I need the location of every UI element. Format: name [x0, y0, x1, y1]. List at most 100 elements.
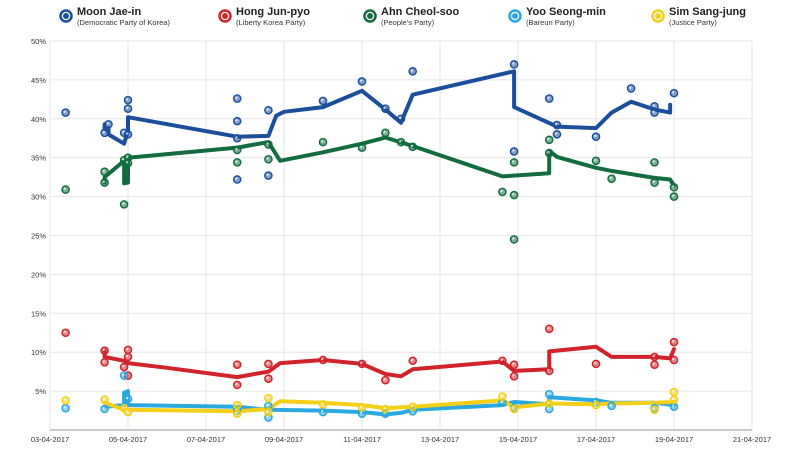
legend-party: (Democratic Party of Korea): [77, 18, 170, 27]
data-point-highlight: [594, 134, 597, 138]
series-line: [102, 344, 676, 380]
data-point-highlight: [266, 142, 269, 145]
data-point-highlight: [512, 374, 515, 377]
data-point-highlight: [652, 354, 655, 358]
y-tick-label: 25%: [31, 232, 46, 241]
data-point-highlight: [321, 140, 324, 143]
data-point-highlight: [512, 362, 515, 366]
data-point-highlight: [266, 108, 269, 111]
data-point-highlight: [500, 394, 503, 397]
data-point-highlight: [126, 354, 129, 358]
data-point-highlight: [235, 96, 238, 99]
legend-party: (Liberty Korea Party): [236, 18, 306, 27]
data-point-highlight: [410, 69, 414, 72]
legend-party: (Justice Party): [669, 18, 717, 27]
data-point-highlight: [360, 411, 363, 415]
grid: [49, 40, 753, 430]
data-point-highlight: [547, 326, 550, 330]
data-point-highlight: [512, 160, 515, 163]
data-point-highlight: [652, 160, 655, 163]
x-tick-label: 05-04-2017: [109, 435, 147, 444]
data-point-highlight: [126, 98, 129, 101]
data-point-highlight: [266, 410, 269, 413]
data-point-highlight: [672, 389, 675, 393]
data-point-highlight: [512, 237, 515, 240]
x-tick-label: 07-04-2017: [187, 435, 225, 444]
data-point-highlight: [235, 382, 238, 386]
y-tick-label: 20%: [31, 270, 46, 279]
data-point-highlight: [652, 104, 655, 107]
data-point-highlight: [410, 404, 414, 408]
series-line: [102, 389, 676, 417]
data-point-highlight: [547, 151, 550, 154]
data-point-highlight: [609, 176, 612, 180]
legend-item: Ahn Cheol-soo(People's Party): [363, 6, 459, 27]
legend-name: Yoo Seong-min: [526, 6, 606, 18]
x-tick-label: 19-04-2017: [655, 435, 693, 444]
data-point-highlight: [126, 155, 129, 159]
data-point-highlight: [102, 406, 106, 410]
data-point-highlight: [126, 396, 129, 400]
data-point-highlight: [235, 411, 238, 415]
series-points: [61, 128, 679, 244]
data-point-highlight: [266, 157, 269, 160]
legend: Moon Jae-in(Democratic Party of Korea) Ho…: [59, 6, 746, 27]
x-tick-label: 15-04-2017: [499, 435, 537, 444]
data-point-highlight: [63, 110, 66, 113]
data-point-highlight: [122, 406, 125, 409]
data-point-highlight: [399, 140, 402, 143]
legend-party: (People's Party): [381, 18, 435, 27]
data-point-highlight: [122, 130, 125, 134]
series-moon-jae-in: [102, 69, 673, 146]
data-point-highlight: [652, 362, 655, 366]
legend-name: Sim Sang-jung: [669, 6, 746, 18]
data-point-highlight: [63, 406, 66, 409]
y-tick-label: 5%: [35, 387, 46, 396]
plot-area: [61, 60, 679, 422]
data-point-highlight: [126, 106, 129, 110]
data-point-highlight: [555, 123, 558, 126]
x-tick-label: 03-04-2017: [31, 435, 69, 444]
data-point-highlight: [360, 405, 363, 408]
legend-item: Yoo Seong-min(Bareun Party): [508, 6, 606, 27]
series-points: [61, 324, 679, 390]
data-point-highlight: [609, 403, 612, 407]
data-point-highlight: [266, 403, 269, 407]
y-tick-label: 15%: [31, 309, 46, 318]
data-point-highlight: [672, 91, 675, 94]
legend-name: Hong Jun-pyo: [236, 6, 310, 18]
data-point-highlight: [555, 132, 558, 135]
data-point-highlight: [629, 86, 632, 89]
data-point-highlight: [383, 106, 386, 110]
series-yoo-seong-min: [102, 389, 676, 417]
data-point-highlight: [235, 177, 238, 180]
data-point-highlight: [652, 110, 655, 113]
y-tick-label: 30%: [31, 193, 46, 202]
data-point-highlight: [500, 400, 503, 404]
data-point-highlight: [266, 376, 269, 380]
data-point-highlight: [672, 397, 675, 401]
x-tick-label: 09-04-2017: [265, 435, 303, 444]
data-point-highlight: [547, 96, 550, 99]
data-point-highlight: [321, 410, 324, 413]
data-point-highlight: [102, 169, 106, 173]
data-point-highlight: [235, 403, 238, 406]
data-point-highlight: [594, 158, 597, 162]
data-point-highlight: [500, 189, 503, 193]
series-points: [61, 60, 679, 184]
data-point-highlight: [399, 116, 402, 120]
data-point-highlight: [102, 348, 106, 352]
data-point-highlight: [547, 137, 550, 141]
legend-item: Hong Jun-pyo(Liberty Korea Party): [218, 6, 310, 27]
legend-item: Sim Sang-jung(Justice Party): [651, 6, 746, 27]
data-point-highlight: [410, 358, 414, 362]
data-point-highlight: [235, 147, 238, 151]
data-point-highlight: [126, 347, 129, 351]
legend-name: Moon Jae-in: [77, 6, 141, 18]
data-point-highlight: [652, 180, 655, 183]
legend-marker-fill: [63, 13, 69, 19]
y-tick-label: 50%: [31, 37, 46, 46]
data-point-highlight: [383, 406, 386, 410]
data-point-highlight: [383, 378, 386, 381]
series-points: [61, 387, 679, 418]
